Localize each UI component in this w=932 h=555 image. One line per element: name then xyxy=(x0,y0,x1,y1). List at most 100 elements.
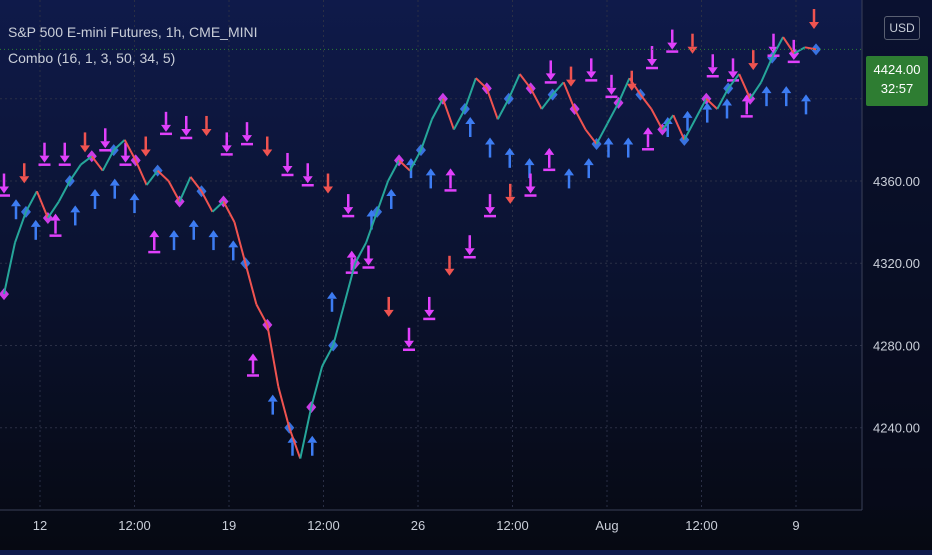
price-segment xyxy=(420,118,433,151)
buy-arrow-head xyxy=(761,86,772,94)
price-segment xyxy=(518,73,532,90)
price-segment xyxy=(606,102,620,124)
buy-arrow-head xyxy=(70,205,81,213)
last-price-value: 4424.00 xyxy=(873,62,921,77)
price-segment xyxy=(113,139,126,151)
buy-arrow-head xyxy=(90,188,100,196)
buy-arrow-head xyxy=(208,230,219,238)
sell-arrow-head xyxy=(39,155,50,163)
price-segment xyxy=(529,87,543,110)
sell-arrow-head xyxy=(201,128,212,136)
buy-arrow-head xyxy=(50,213,61,221)
sell-arrow-head xyxy=(748,63,759,71)
sell-arrow-head xyxy=(606,87,617,95)
sell-arrow-head xyxy=(424,309,435,317)
price-segment xyxy=(628,77,642,96)
price-segment xyxy=(398,159,411,172)
price-segment xyxy=(200,190,214,213)
price-segment xyxy=(804,46,817,51)
sell-arrow-head xyxy=(363,258,374,266)
price-segment xyxy=(749,81,762,100)
buy-arrow-head xyxy=(544,147,555,155)
x-tick-label: 19 xyxy=(222,518,236,533)
price-segment xyxy=(727,73,740,90)
price-segment xyxy=(716,87,730,110)
price-segment xyxy=(123,139,137,161)
price-segment xyxy=(47,200,60,219)
buy-arrow-head xyxy=(623,137,634,145)
sell-arrow-head xyxy=(545,73,556,81)
buy-arrow-head xyxy=(307,435,318,443)
price-segment xyxy=(244,262,258,305)
sell-arrow-head xyxy=(647,59,657,67)
symbol-title[interactable]: S&P 500 E-mini Futures, 1h, CME_MINI xyxy=(8,24,258,40)
price-segment xyxy=(167,180,181,203)
price-segment xyxy=(25,190,38,213)
sell-arrow-head xyxy=(262,149,273,157)
buy-arrow-head xyxy=(11,199,21,207)
sell-arrow-head xyxy=(383,309,394,317)
x-tick-label: 26 xyxy=(411,518,425,533)
bar-countdown: 32:57 xyxy=(880,81,914,96)
price-segment xyxy=(354,242,367,264)
buy-arrow-head xyxy=(366,209,377,217)
buy-arrow-head xyxy=(327,291,337,299)
sell-arrow-head xyxy=(282,165,293,173)
last-price-label: 4424.00 32:57 xyxy=(866,56,928,106)
price-segment xyxy=(14,211,27,243)
sell-arrow-head xyxy=(343,207,354,215)
sell-arrow-head xyxy=(444,268,455,276)
buy-arrow-head xyxy=(445,168,456,176)
price-segment xyxy=(189,176,203,192)
price-segment xyxy=(266,324,280,387)
x-tick-label: Aug xyxy=(595,518,618,533)
sell-arrow-head xyxy=(161,124,171,132)
sell-arrow-head xyxy=(140,149,151,157)
price-segment xyxy=(650,108,664,131)
price-segment xyxy=(134,159,148,186)
sell-arrow-head xyxy=(728,71,738,79)
buy-arrow-head xyxy=(386,188,397,196)
sell-arrow-head xyxy=(0,186,9,194)
sell-arrow-head xyxy=(19,176,30,184)
price-segment xyxy=(551,81,565,96)
buy-arrow-head xyxy=(465,116,476,124)
price-segment xyxy=(463,77,477,110)
x-tick-label: 12:00 xyxy=(118,518,151,533)
buy-arrow-head xyxy=(583,158,594,166)
buy-arrow-head xyxy=(188,219,199,227)
sell-arrow-head xyxy=(100,141,111,149)
buy-arrow-head xyxy=(682,110,693,118)
price-segment xyxy=(365,211,379,243)
sell-arrow-head xyxy=(788,52,799,60)
sell-arrow-head xyxy=(586,71,597,79)
price-segment xyxy=(771,36,784,59)
sell-arrow-head xyxy=(566,79,576,87)
price-segment xyxy=(80,155,93,166)
buy-arrow-head xyxy=(425,168,436,176)
buy-arrow-head xyxy=(801,94,811,102)
price-segment xyxy=(705,97,718,110)
price-segment xyxy=(573,108,587,131)
price-segment xyxy=(387,159,400,182)
price-segment xyxy=(376,180,389,213)
buy-arrow-head xyxy=(149,230,160,238)
x-tick-label: 12 xyxy=(33,518,47,533)
currency-button[interactable]: USD xyxy=(884,16,920,40)
price-segment xyxy=(211,200,225,213)
price-segment xyxy=(584,128,598,145)
price-segment xyxy=(57,180,71,203)
price-segment xyxy=(3,242,16,295)
price-segment xyxy=(255,303,269,326)
sell-arrow-head xyxy=(181,128,192,136)
price-segment xyxy=(639,93,653,110)
y-tick-label: 4240.00 xyxy=(873,421,920,436)
indicator-legend[interactable]: Combo (16, 1, 3, 50, 34, 5) xyxy=(8,50,176,66)
sell-arrow-head xyxy=(687,46,698,54)
price-segment xyxy=(321,345,335,367)
price-segment xyxy=(35,190,49,219)
price-segment xyxy=(661,114,675,131)
price-segment xyxy=(507,73,521,100)
